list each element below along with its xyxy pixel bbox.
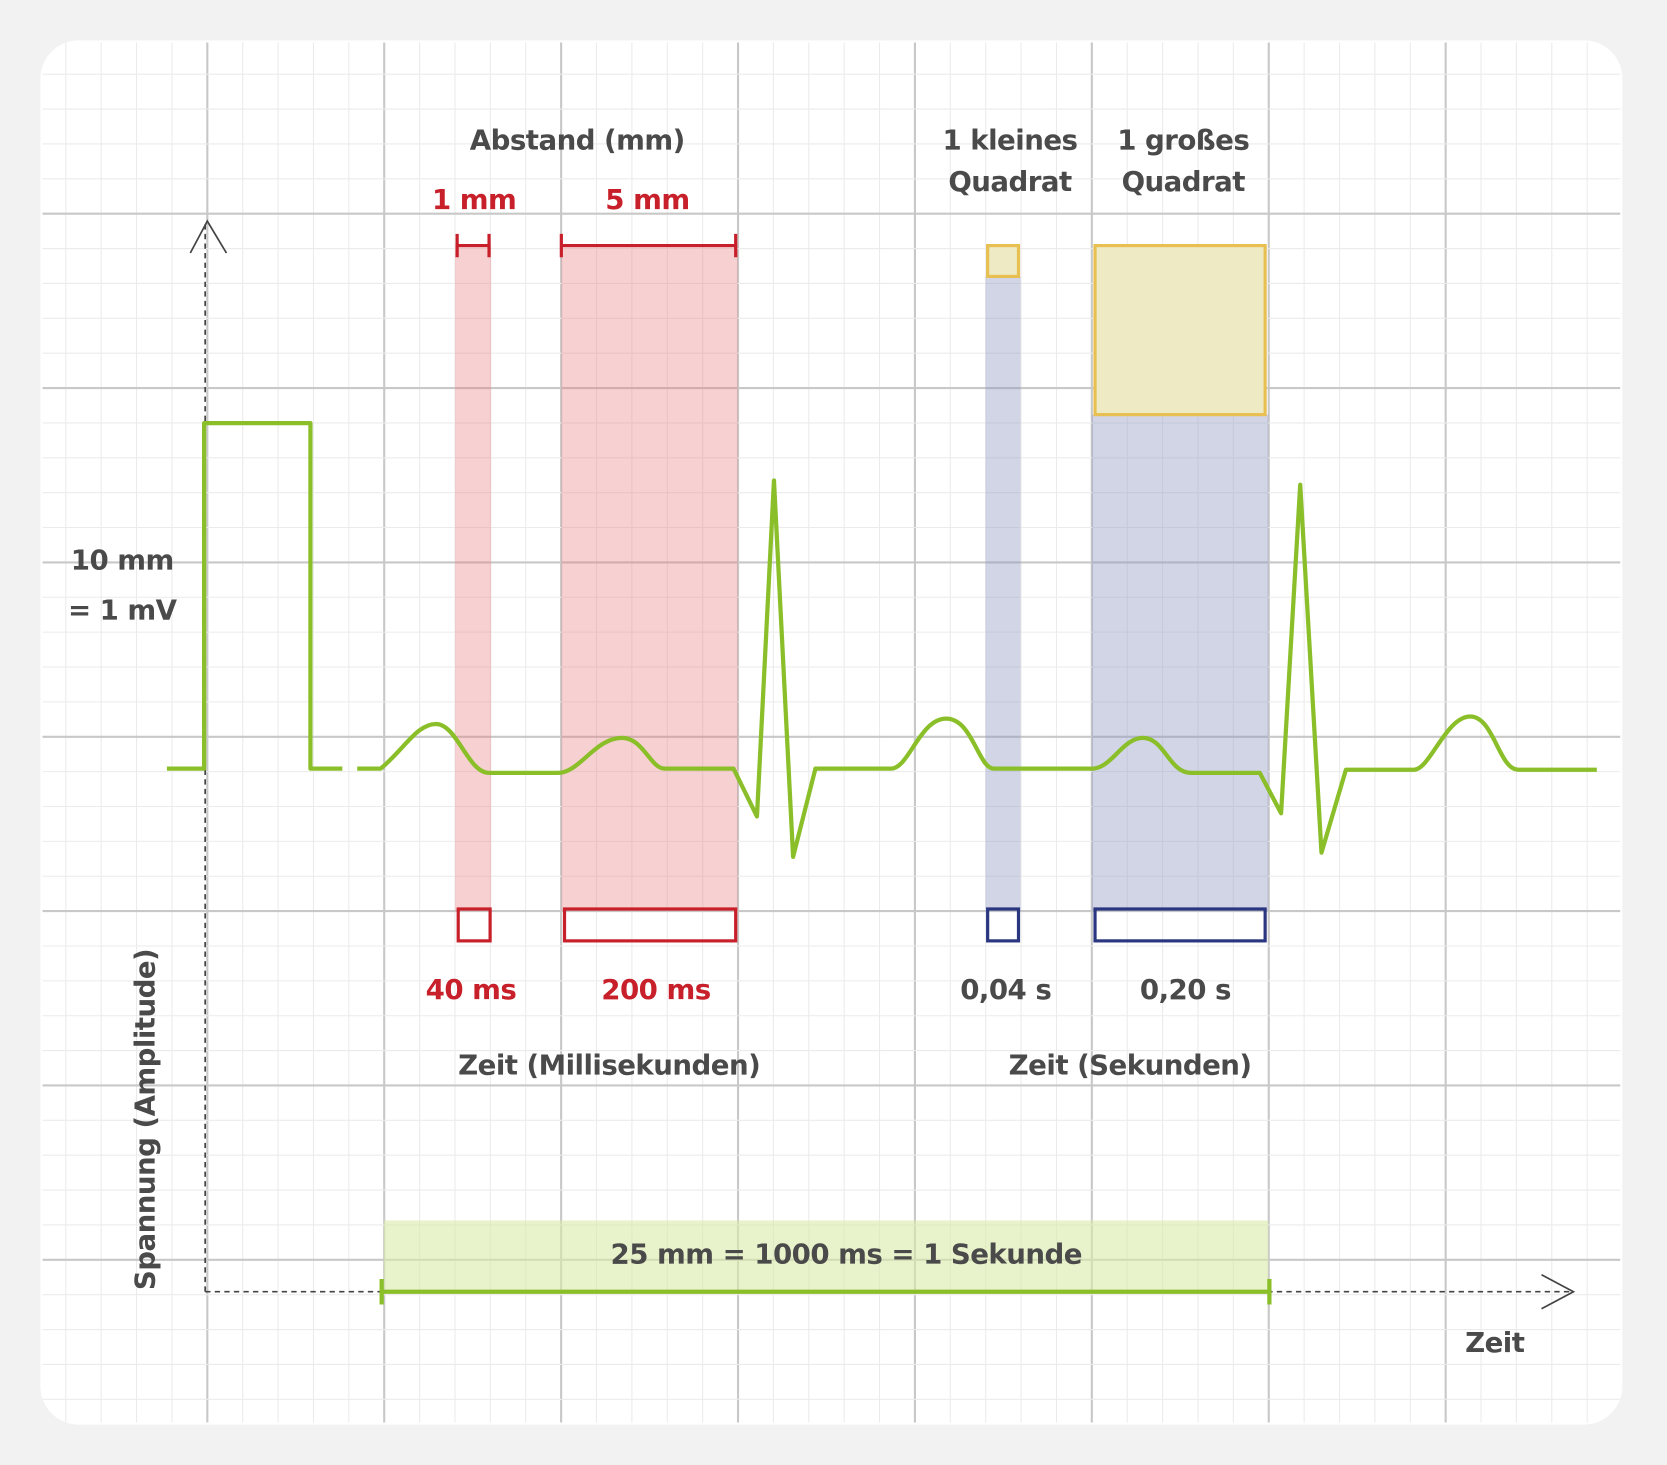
small-square — [986, 243, 1021, 279]
large-square — [1093, 243, 1267, 417]
time-020s: 0,20 s — [1140, 973, 1231, 1006]
large-square-label: 1 großes — [1117, 123, 1249, 156]
label-5mm: 5 mm — [605, 183, 689, 216]
calibration: = 1 mV — [68, 593, 178, 626]
large-square-label: Quadrat — [1122, 165, 1246, 198]
time-004s: 0,04 s — [960, 973, 1051, 1006]
second-band — [383, 1220, 1269, 1292]
small-square-label: 1 kleines — [943, 123, 1078, 156]
shade-large — [1091, 414, 1269, 912]
s-label: Zeit (Sekunden) — [1009, 1048, 1252, 1081]
title: Abstand (mm) — [470, 123, 685, 156]
calibration: 10 mm — [71, 543, 174, 576]
shade-small — [985, 276, 1021, 912]
label-1mm: 1 mm — [432, 183, 516, 216]
time-40ms: 40 ms — [426, 973, 517, 1006]
ms-label: Zeit (Millisekunden) — [458, 1048, 760, 1081]
ecg-trace — [166, 421, 1597, 860]
y-axis-label: Spannung (Amplitude) — [129, 949, 162, 1290]
second-bar — [379, 1278, 1272, 1305]
shade-5mm — [561, 244, 738, 912]
brackets — [455, 233, 738, 943]
time-200ms: 200 ms — [601, 973, 710, 1006]
shade-1mm — [455, 244, 492, 912]
small-square-label: Quadrat — [948, 165, 1072, 198]
scale-note: 25 mm = 1000 ms = 1 Sekunde — [611, 1238, 1082, 1271]
x-axis-label: Zeit — [1465, 1326, 1525, 1359]
time-boxes — [986, 907, 1267, 943]
